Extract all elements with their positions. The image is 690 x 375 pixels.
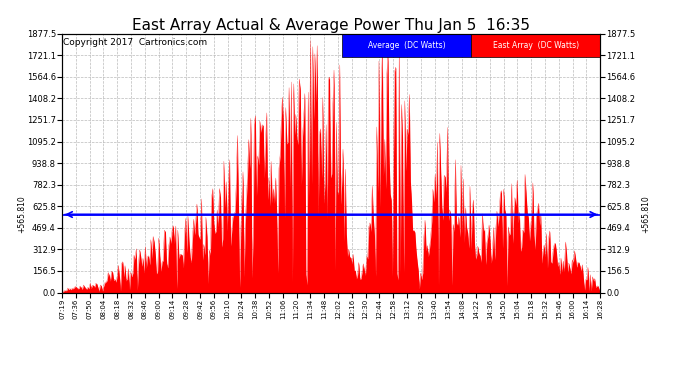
- Text: Copyright 2017  Cartronics.com: Copyright 2017 Cartronics.com: [63, 38, 207, 46]
- Text: +565.810: +565.810: [642, 196, 651, 233]
- FancyBboxPatch shape: [342, 34, 471, 57]
- Title: East Array Actual & Average Power Thu Jan 5  16:35: East Array Actual & Average Power Thu Ja…: [132, 18, 530, 33]
- Text: +565.810: +565.810: [17, 196, 26, 233]
- Text: Average  (DC Watts): Average (DC Watts): [368, 41, 445, 50]
- FancyBboxPatch shape: [471, 34, 600, 57]
- Text: East Array  (DC Watts): East Array (DC Watts): [493, 41, 579, 50]
